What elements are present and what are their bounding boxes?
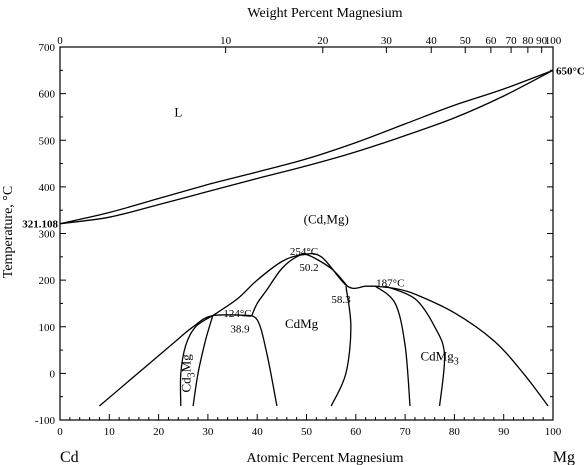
bottom-axis-ticks: 0 10 20 30 40 50 60 70 80 90 100 — [57, 414, 562, 438]
annotation-label: 58.3 — [331, 294, 351, 306]
y-tick-label: 600 — [39, 89, 56, 101]
left-axis-ticks: -100 0 100 200 300 400 500 600 700 — [35, 42, 553, 427]
annotation-label: (Cd,Mg) — [304, 212, 349, 227]
annotation-label: 124°C — [223, 308, 251, 320]
top-tick-label: 80 — [522, 35, 534, 47]
top-tick-label: 40 — [426, 35, 438, 47]
x-tick-label: 0 — [57, 426, 63, 438]
y-tick-label: 100 — [39, 322, 56, 334]
phase-boundary-line — [59, 69, 554, 225]
x-tick-label: 80 — [449, 426, 461, 438]
x-tick-label: 10 — [104, 426, 116, 438]
top-tick-label: 70 — [506, 35, 518, 47]
phase-annotations: L (Cd,Mg) 254°C 50.2 187°C 58.3 124°C 38.9 CdMg C… — [22, 65, 585, 392]
x-tick-label: 90 — [498, 426, 510, 438]
phase-boundary-line — [375, 285, 549, 407]
x-tick-label: 50 — [301, 426, 313, 438]
x-axis-title: Atomic Percent Magnesium — [246, 451, 403, 465]
plot-border — [59, 46, 554, 421]
top-tick-label: 50 — [460, 35, 472, 47]
plot-frame — [59, 46, 554, 421]
phase-boundary-line — [330, 286, 352, 407]
annotation-label: CdMg — [285, 316, 319, 331]
phase-boundary-line — [375, 285, 411, 407]
x-tick-label: 100 — [545, 426, 562, 438]
x-tick-label: 20 — [153, 426, 165, 438]
phase-boundary-line — [98, 314, 252, 407]
annotation-label: 38.9 — [230, 324, 250, 336]
annotation-label: 650°C — [556, 65, 585, 77]
top-tick-label: 0 — [57, 35, 63, 47]
corner-label-mg: Mg — [553, 449, 575, 465]
top-tick-label: 90 — [536, 35, 548, 47]
x-tick-label: 30 — [202, 426, 214, 438]
y-tick-label: 500 — [39, 135, 56, 147]
annotation-label: 50.2 — [299, 262, 318, 274]
phase-boundary-line — [385, 285, 446, 407]
top-tick-label: 100 — [545, 35, 562, 47]
top-tick-label: 60 — [485, 35, 497, 47]
top-tick-label: 30 — [381, 35, 393, 47]
phase-boundary-line — [242, 314, 278, 407]
corner-label-cd: Cd — [60, 449, 79, 465]
annotation-label: 187°C — [376, 277, 404, 289]
phase-label-cd3mg: Cd3Mg — [179, 354, 198, 393]
phase-boundary-line — [59, 69, 554, 225]
y-tick-label: 300 — [39, 229, 56, 241]
top-axis-title: Weight Percent Magnesium — [247, 6, 402, 21]
y-tick-label: 700 — [39, 42, 56, 54]
phase-boundary-line — [179, 315, 214, 407]
x-tick-label: 70 — [400, 426, 412, 438]
x-tick-label: 40 — [252, 426, 264, 438]
y-tick-label: 200 — [39, 275, 56, 287]
annotation-label: L — [174, 104, 182, 119]
phase-label-cdmg3: CdMg3 — [420, 348, 458, 367]
annotation-label: 321.108 — [22, 219, 58, 231]
phase-boundary-line — [251, 253, 348, 316]
phase-boundaries — [59, 69, 554, 407]
annotation-label: 254°C — [290, 246, 318, 258]
y-tick-label: -100 — [35, 415, 56, 427]
x-tick-label: 60 — [350, 426, 362, 438]
phase-boundary-line — [212, 252, 376, 317]
y-tick-label: 0 — [50, 368, 56, 380]
top-tick-label: 10 — [220, 35, 232, 47]
y-tick-label: 400 — [39, 182, 56, 194]
phase-boundary-line — [192, 315, 214, 407]
y-axis-title: Temperature, °C — [1, 186, 16, 278]
top-tick-label: 20 — [317, 35, 329, 47]
